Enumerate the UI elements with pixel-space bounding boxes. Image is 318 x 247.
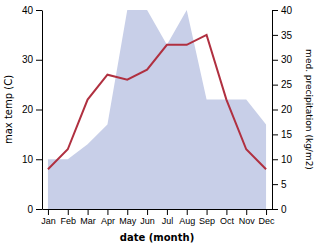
tick-mark [272,209,278,210]
tick-label: Nov [239,216,256,226]
y-axis: 0 10 20 30 40 [22,5,43,215]
tick-label: 5 [281,179,287,190]
tick-label: Oct [220,216,235,226]
tick: 10 [22,154,42,165]
marks [48,10,266,209]
tick-label: 20 [281,104,293,115]
tick-mark [272,184,278,185]
tick: Jan [41,209,56,226]
tick-mark [48,209,49,215]
tick-label: 10 [281,154,293,165]
tick-mark [272,110,278,111]
tick: 15 [272,129,293,140]
tick: Aug [179,209,195,226]
tick-mark [272,35,278,36]
tick-label: 30 [22,54,34,65]
tick-mark [36,159,42,160]
tick: Oct [220,209,235,226]
tick-label: Jun [140,216,155,226]
area [48,10,266,209]
tick: 0 [27,204,42,215]
tick-mark [127,209,128,215]
tick-label: Jul [162,216,174,226]
tick-label: 20 [22,104,34,115]
tick: 40 [272,5,293,16]
tick: Dec [259,209,276,226]
y2-label: med. precipitation (kg/m2) [304,49,314,170]
tick-label: Jan [41,216,56,226]
tick-label: Mar [80,216,96,226]
tick-mark [266,209,267,215]
axis-line [42,11,43,210]
tick: 35 [272,30,293,41]
tick-label: 25 [281,79,293,90]
tick-mark [272,85,278,86]
tick-mark [272,60,278,61]
tick-mark [207,209,208,215]
tick-label: Apr [101,216,115,226]
tick: 40 [22,5,42,16]
tick: 25 [272,79,293,90]
tick: 10 [272,154,293,165]
tick-mark [36,110,42,111]
tick-label: 40 [281,5,293,16]
plot: Jan FebMar Apr MayJun Jul Aug Sep Oct NovDec 0 10 2… [3,5,314,243]
tick-mark [36,60,42,61]
tick-label: 35 [281,30,293,41]
tick-mark [107,209,108,215]
line [48,35,266,169]
tick-label: Dec [259,216,276,226]
tick: Feb [61,209,77,226]
tick: Mar [80,209,96,226]
tick-label: May [119,216,137,226]
tick-mark [167,209,168,215]
x-label: date (month) [120,232,194,243]
tick: 30 [22,54,42,65]
tick-mark [272,10,278,11]
tick: Apr [101,209,115,226]
tick: Sep [199,209,215,226]
tick-mark [36,10,42,11]
tick-mark [187,209,188,215]
tick-mark [88,209,89,215]
tick-label: Sep [199,216,215,226]
tick-mark [246,209,247,215]
tick-mark [272,159,278,160]
tick: Nov [239,209,256,226]
axis-line [43,209,273,210]
tick: Jun [140,209,155,226]
tick-label: 15 [281,129,293,140]
tick-label: 0 [281,204,287,215]
tick: Jul [162,209,174,226]
tick-label: Aug [179,216,195,226]
tick-mark [68,209,69,215]
tick: 0 [272,204,287,215]
chart: Jan FebMar Apr MayJun Jul Aug Sep Oct NovDec 0 10 2… [0,0,318,247]
tick: 20 [22,104,42,115]
tick: 30 [272,54,293,65]
tick: May [119,209,137,226]
y2-axis: 0 5 10 15 20 25 30 35 40 [272,5,293,215]
tick-label: Feb [61,216,77,226]
tick-mark [272,134,278,135]
tick-mark [147,209,148,215]
tick-mark [36,209,42,210]
tick: 5 [272,179,287,190]
tick-label: 10 [22,154,34,165]
tick-label: 0 [27,204,33,215]
tick-label: 30 [281,54,293,65]
tick-mark [226,209,227,215]
y-label: max temp (C) [3,75,14,144]
tick-label: 40 [22,5,34,16]
tick: 20 [272,104,293,115]
x-axis: Jan FebMar Apr MayJun Jul Aug Sep Oct NovDec [41,209,275,226]
